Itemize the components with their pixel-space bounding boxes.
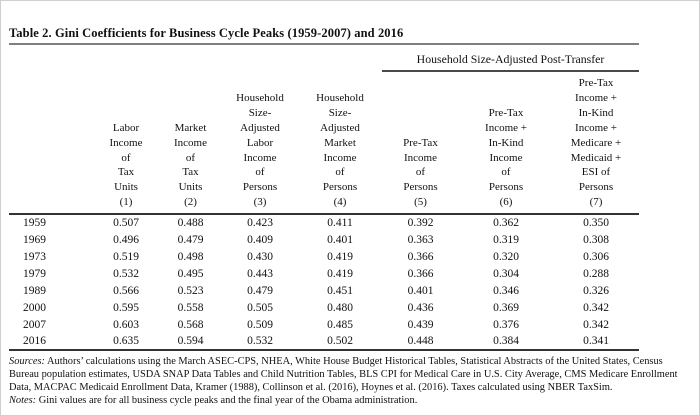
table-title: Table 2. Gini Coefficients for Business … xyxy=(9,26,404,40)
gini-coefficients-table: Household Size-Adjusted Post-Transfer La… xyxy=(9,43,640,351)
spanning-header: Household Size-Adjusted Post-Transfer xyxy=(382,44,640,72)
value-cell: 0.401 xyxy=(407,284,434,297)
table-row: 2007 0.603 0.568 0.509 0.485 0.439 0.376… xyxy=(9,316,639,333)
value-cell: 0.346 xyxy=(493,284,519,297)
column-header-4: Household Size- Adjusted Market Income o… xyxy=(298,71,382,216)
column-header-7: Pre-Tax Income + In-Kind Income + Medica… xyxy=(553,71,640,216)
value-cell: 0.523 xyxy=(177,284,204,297)
value-cell: 0.342 xyxy=(583,301,609,314)
value-cell: 0.635 xyxy=(113,335,139,348)
value-cell: 0.479 xyxy=(247,284,273,297)
value-cell: 0.423 xyxy=(247,217,273,230)
column-header-2: Market Income of Tax Units (2) xyxy=(159,71,222,216)
value-cell: 0.505 xyxy=(247,301,273,314)
column-header-row: Labor Income of Tax Units (1) Market Inc… xyxy=(9,71,640,216)
sources-note: Sources: Authors’ calculations using the… xyxy=(9,356,695,395)
value-cell: 0.306 xyxy=(583,250,609,263)
table-row: 2016 0.635 0.594 0.532 0.502 0.448 0.384… xyxy=(9,333,639,350)
value-cell: 0.419 xyxy=(327,267,353,280)
year-cell: 2000 xyxy=(23,301,46,314)
value-cell: 0.411 xyxy=(327,217,353,230)
table-row: 1979 0.532 0.495 0.443 0.419 0.366 0.304… xyxy=(9,265,639,282)
table-row: 2000 0.595 0.558 0.505 0.480 0.436 0.369… xyxy=(9,299,639,316)
value-cell: 0.288 xyxy=(583,267,609,280)
value-cell: 0.495 xyxy=(177,267,204,280)
table-row: 1989 0.566 0.523 0.479 0.451 0.401 0.346… xyxy=(9,282,639,299)
value-cell: 0.362 xyxy=(493,217,519,230)
value-cell: 0.488 xyxy=(177,217,204,230)
value-cell: 0.451 xyxy=(327,284,353,297)
value-cell: 0.532 xyxy=(113,267,139,280)
value-cell: 0.419 xyxy=(327,250,353,263)
column-header-5: Pre-Tax Income of Persons (5) xyxy=(382,71,459,216)
value-cell: 0.350 xyxy=(583,217,609,230)
year-cell: 1969 xyxy=(23,233,46,246)
sources-label: Sources: xyxy=(9,356,45,368)
value-cell: 0.326 xyxy=(583,284,609,297)
notes-text: Gini values are for all business cycle p… xyxy=(36,394,418,406)
year-cell: 1959 xyxy=(23,217,46,230)
table-header: Household Size-Adjusted Post-Transfer La… xyxy=(9,44,640,216)
table-row: 1959 0.507 0.488 0.423 0.411 0.392 0.362… xyxy=(9,214,639,231)
year-cell: 1989 xyxy=(23,284,46,297)
spanning-header-row: Household Size-Adjusted Post-Transfer xyxy=(9,44,640,72)
value-cell: 0.502 xyxy=(327,335,353,348)
value-cell: 0.479 xyxy=(177,233,204,246)
value-cell: 0.558 xyxy=(177,301,204,314)
value-cell: 0.384 xyxy=(493,335,519,348)
value-cell: 0.448 xyxy=(407,335,434,348)
column-header-6: Pre-Tax Income + In-Kind Income of Perso… xyxy=(459,71,553,216)
value-cell: 0.430 xyxy=(247,250,273,263)
spanning-header-spacer xyxy=(9,44,382,71)
notes-note: Notes: Gini values are for all business … xyxy=(9,395,695,408)
notes-label: Notes: xyxy=(9,394,37,406)
year-cell: 1979 xyxy=(23,267,46,280)
value-cell: 0.366 xyxy=(407,267,434,280)
value-cell: 0.308 xyxy=(583,233,609,246)
year-cell: 1973 xyxy=(23,250,46,263)
value-cell: 0.594 xyxy=(177,335,204,348)
value-cell: 0.341 xyxy=(583,335,609,348)
value-cell: 0.376 xyxy=(493,318,519,331)
table-row: 1973 0.519 0.498 0.430 0.419 0.366 0.320… xyxy=(9,248,639,265)
value-cell: 0.532 xyxy=(247,335,273,348)
value-cell: 0.342 xyxy=(583,318,609,331)
value-cell: 0.595 xyxy=(113,301,139,314)
value-cell: 0.366 xyxy=(407,250,434,263)
column-header-3: Household Size- Adjusted Labor Income of… xyxy=(222,71,298,216)
value-cell: 0.519 xyxy=(113,250,139,263)
year-cell: 2007 xyxy=(23,318,46,331)
value-cell: 0.566 xyxy=(113,284,139,297)
value-cell: 0.507 xyxy=(113,217,139,230)
table-body: 1959 0.507 0.488 0.423 0.411 0.392 0.362… xyxy=(9,214,640,351)
value-cell: 0.568 xyxy=(177,318,204,331)
value-cell: 0.439 xyxy=(407,318,434,331)
value-cell: 0.603 xyxy=(113,318,139,331)
year-cell: 2016 xyxy=(23,335,46,348)
value-cell: 0.496 xyxy=(113,233,139,246)
table-row: 1969 0.496 0.479 0.409 0.401 0.363 0.319… xyxy=(9,231,639,248)
value-cell: 0.485 xyxy=(327,318,353,331)
value-cell: 0.480 xyxy=(327,301,353,314)
value-cell: 0.443 xyxy=(247,267,273,280)
sources-text: Authors’ calculations using the March AS… xyxy=(9,356,678,393)
year-column-header xyxy=(9,71,93,216)
column-header-1: Labor Income of Tax Units (1) xyxy=(93,71,159,216)
value-cell: 0.304 xyxy=(493,267,519,280)
value-cell: 0.363 xyxy=(407,233,434,246)
value-cell: 0.392 xyxy=(407,217,434,230)
value-cell: 0.509 xyxy=(247,318,273,331)
value-cell: 0.409 xyxy=(247,233,273,246)
value-cell: 0.401 xyxy=(327,233,353,246)
value-cell: 0.319 xyxy=(493,233,519,246)
value-cell: 0.369 xyxy=(493,301,519,314)
value-cell: 0.436 xyxy=(407,301,434,314)
value-cell: 0.498 xyxy=(177,250,204,263)
value-cell: 0.320 xyxy=(493,250,519,263)
